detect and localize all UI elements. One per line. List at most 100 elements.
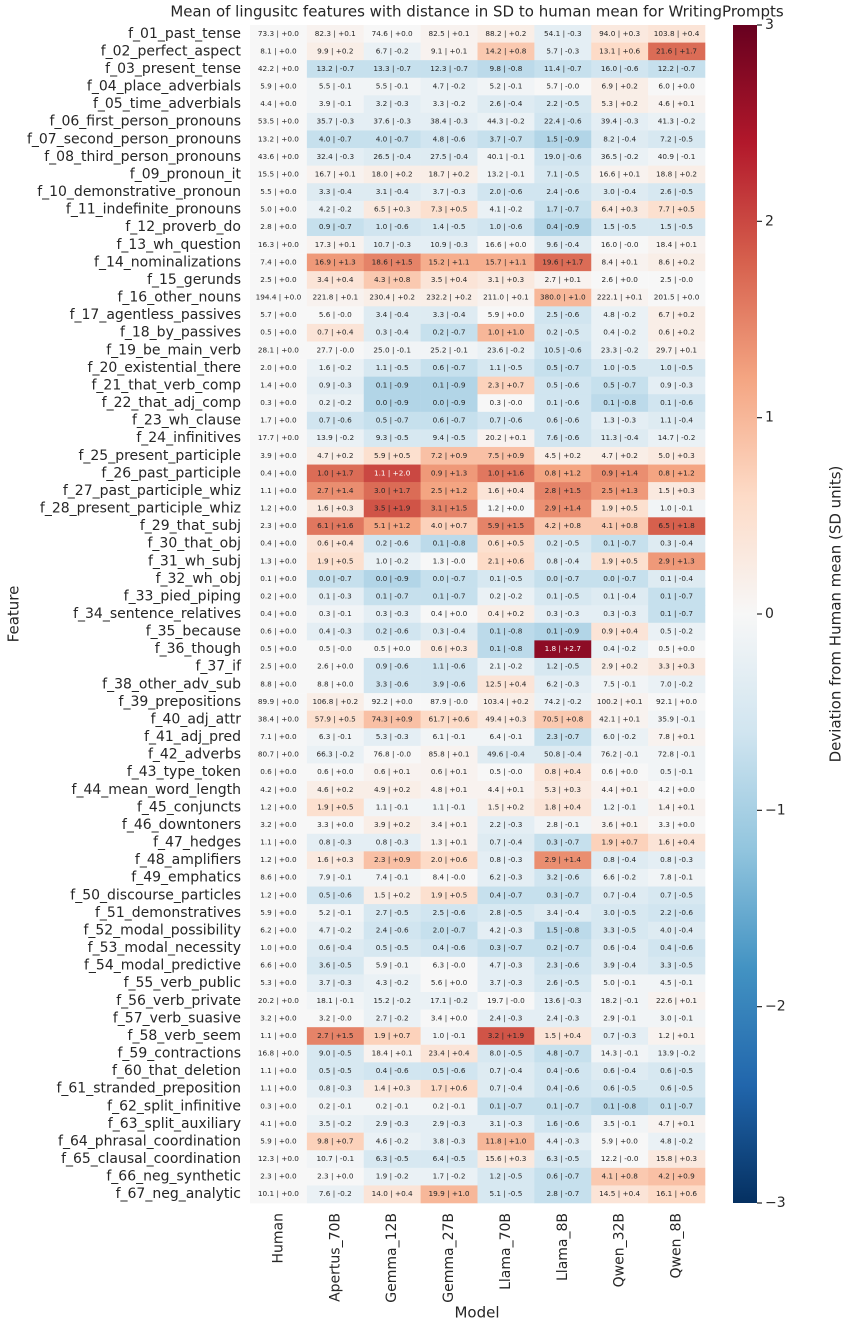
- heatmap-cell: [534, 323, 592, 342]
- cell-label: 5.0 | +0.3: [658, 451, 695, 460]
- cell-label: 13.9 | -0.2: [658, 1049, 696, 1058]
- cell-label: 0.4 | -0.6: [546, 1066, 579, 1075]
- cell-label: 22.4 | -0.6: [544, 117, 582, 126]
- heatmap-cell: [306, 974, 365, 993]
- heatmap-cell: [306, 25, 365, 43]
- heatmap-cell: [648, 675, 706, 694]
- heatmap-cell: [648, 939, 706, 958]
- cell-label: 4.6 | +0.1: [658, 99, 694, 108]
- cell-label: 13.2 | -0.1: [487, 169, 525, 178]
- cell-label: 2.4 | -0.6: [546, 187, 579, 196]
- cell-label: 29.7 | +0.1: [656, 345, 697, 354]
- heatmap-cell: [477, 1079, 535, 1098]
- heatmap-cell: [648, 218, 706, 237]
- cell-label: 0.2 | -0.5: [546, 328, 579, 337]
- cell-label: 0.5 | -0.6: [319, 890, 352, 899]
- cell-label: 3.4 | +0.1: [431, 820, 467, 829]
- cell-label: 1.2 | +0.1: [658, 1031, 694, 1040]
- heatmap-cell: [306, 570, 365, 588]
- heatmap-cell: [306, 622, 365, 641]
- cell-label: 4.2 | -0.3: [489, 925, 522, 934]
- heatmap-cell: [420, 411, 478, 430]
- y-tick-label: f_02_perfect_aspect: [101, 43, 242, 59]
- cell-label: 3.3 | +0.0: [317, 820, 354, 829]
- heatmap-cell: [250, 1150, 308, 1169]
- y-tick-label: f_53_modal_necessity: [88, 940, 241, 956]
- cell-label: 0.3 | +0.0: [260, 398, 297, 407]
- heatmap-cell: [306, 992, 365, 1010]
- y-tick-label: f_46_downtoners: [122, 817, 241, 833]
- heatmap-cell: [420, 781, 478, 799]
- heatmap-cell: [534, 1079, 592, 1098]
- cell-label: 0.5 | -0.7: [603, 380, 636, 389]
- cell-label: 70.5 | +0.8: [542, 714, 583, 723]
- heatmap-cell: [250, 394, 308, 413]
- heatmap-cell: [477, 235, 535, 254]
- cell-label: 17.3 | +0.1: [315, 240, 356, 249]
- heatmap-cell: [591, 25, 649, 43]
- heatmap-cell: [648, 974, 706, 993]
- heatmap-cell: [363, 1132, 421, 1151]
- heatmap-cell: [534, 763, 592, 782]
- cell-label: 2.7 | -0.5: [376, 908, 409, 917]
- heatmap-cell: [534, 798, 592, 817]
- cell-label: 1.0 | +0.0: [260, 943, 297, 952]
- y-tick-label: f_36_though: [155, 641, 241, 657]
- heatmap-cell: [420, 1097, 478, 1116]
- cell-label: 0.8 | +1.2: [545, 468, 581, 477]
- cell-label: 9.3 | -0.5: [376, 433, 409, 442]
- cell-label: 7.2 | +0.9: [431, 451, 468, 460]
- heatmap-cell: [591, 323, 649, 342]
- cell-label: 1.0 | -0.5: [660, 363, 693, 372]
- cell-label: 26.5 | -0.4: [373, 152, 411, 161]
- heatmap-cell: [591, 675, 649, 694]
- cell-label: 5.9 | -0.1: [376, 961, 409, 970]
- heatmap-cell: [306, 939, 365, 958]
- heatmap-cell: [477, 446, 535, 465]
- cell-label: 2.9 | +1.3: [658, 556, 695, 565]
- heatmap-cell: [306, 675, 365, 694]
- cell-label: 1.0 | -0.6: [489, 222, 522, 231]
- heatmap-cell: [591, 1097, 649, 1116]
- heatmap-cell: [306, 394, 365, 413]
- cell-label: 9.8 | -0.8: [489, 64, 522, 73]
- heatmap-cell: [250, 376, 308, 395]
- cell-label: 43.6 | +0.0: [258, 152, 299, 161]
- cell-label: 0.6 | +0.0: [260, 627, 297, 636]
- heatmap-cell: [477, 781, 535, 799]
- heatmap-cell: [648, 1079, 706, 1098]
- heatmap-cell: [420, 288, 478, 307]
- heatmap-cell: [420, 992, 478, 1010]
- cell-label: 0.4 | -0.6: [433, 943, 466, 952]
- cell-label: 10.7 | -0.1: [317, 1154, 355, 1163]
- cell-label: 14.2 | +0.8: [485, 46, 526, 55]
- heatmap-cell: [250, 25, 308, 43]
- cell-label: 1.0 | -0.2: [376, 556, 409, 565]
- heatmap-cell: [477, 464, 535, 483]
- heatmap-cell: [306, 60, 365, 79]
- chart-title: Mean of lingusitc features with distance…: [170, 3, 784, 21]
- heatmap-cell: [250, 570, 308, 588]
- cell-label: 0.4 | -0.3: [319, 627, 352, 636]
- colorbar: [733, 25, 757, 1203]
- heatmap-cell: [477, 675, 535, 694]
- heatmap-cell: [363, 200, 421, 219]
- heatmap-cell: [534, 130, 592, 149]
- heatmap-cell: [648, 710, 706, 729]
- heatmap-cell: [363, 235, 421, 254]
- cell-label: 6.4 | -0.5: [433, 1154, 466, 1163]
- cell-label: 0.6 | -0.7: [433, 416, 466, 425]
- heatmap-cell: [250, 1079, 308, 1098]
- cell-label: 4.7 | +0.1: [658, 1119, 694, 1128]
- cell-label: 4.1 | -0.2: [489, 205, 522, 214]
- cell-label: 0.6 | +0.0: [601, 767, 638, 776]
- cell-label: 0.6 | -0.7: [433, 363, 466, 372]
- heatmap-cell: [534, 974, 592, 993]
- cell-label: 7.2 | -0.5: [660, 134, 693, 143]
- colorbar-tick-label: 0: [765, 606, 774, 622]
- y-tick-label: f_16_other_nouns: [117, 290, 241, 306]
- heatmap-cell: [420, 446, 478, 465]
- cell-label: 0.8 | -0.3: [319, 1084, 352, 1093]
- heatmap-cell: [363, 271, 421, 290]
- heatmap-cell: [534, 25, 592, 43]
